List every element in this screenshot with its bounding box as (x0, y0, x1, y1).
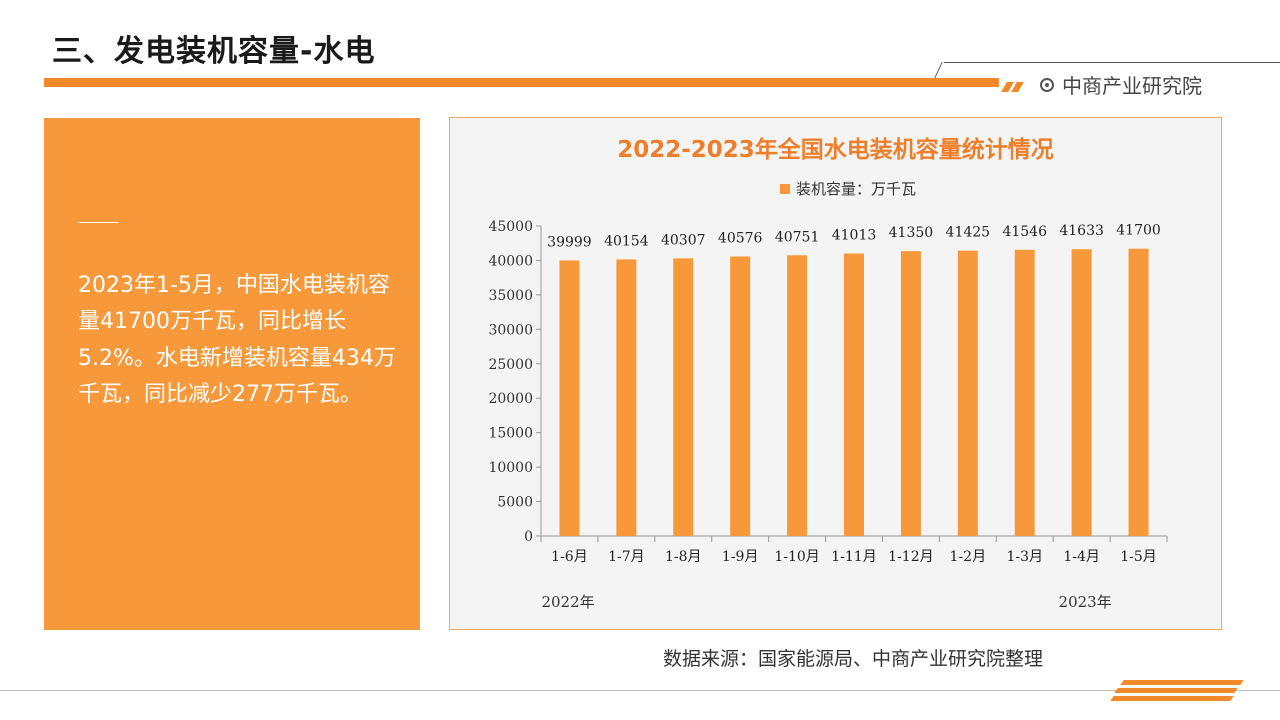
summary-divider (78, 222, 118, 223)
data-source: 数据来源：国家能源局、中商产业研究院整理 (663, 648, 1044, 670)
bar (787, 255, 808, 537)
bar (900, 251, 921, 536)
x-tick-label: 1-11月 (831, 549, 876, 565)
x-tick-label: 1-9月 (722, 549, 759, 565)
y-tick-label: 25000 (488, 357, 533, 373)
y-tick-label: 10000 (488, 460, 533, 476)
x-tick-label: 1-5月 (1120, 549, 1157, 565)
header-accent-bar (44, 78, 999, 87)
chart-panel: 2022-2023年全国水电装机容量统计情况 装机容量：万千瓦 0 5000 100… (449, 117, 1222, 630)
header-thin-line (944, 62, 1280, 63)
summary-text: 2023年1-5月，中国水电装机容量41700万千瓦，同比增长5.2%。水电新增… (78, 273, 396, 407)
x-group-label: 2022年 (541, 593, 595, 611)
x-tick-label: 1-3月 (1006, 549, 1043, 565)
x-tick-label: 1-6月 (551, 549, 588, 565)
brand: 中商产业研究院 (1040, 70, 1202, 99)
y-tick-label: 5000 (497, 495, 533, 511)
bar (1071, 249, 1092, 536)
footer-stripes (1110, 680, 1244, 704)
y-tick-label: 45000 (488, 219, 533, 235)
legend-label: 装机容量：万千瓦 (796, 180, 917, 198)
y-tick-label: 20000 (488, 391, 533, 407)
data-label: 41350 (889, 225, 934, 241)
data-label: 39999 (547, 234, 592, 250)
header-slant-line (934, 62, 943, 78)
bar (730, 256, 751, 536)
data-label: 40307 (661, 232, 706, 248)
data-label: 41546 (1002, 224, 1047, 240)
data-label: 41700 (1116, 223, 1161, 239)
y-tick-label: 40000 (488, 253, 533, 269)
data-label: 40751 (775, 229, 820, 245)
x-tick-label: 1-4月 (1063, 549, 1100, 565)
brand-logo-icon (1040, 77, 1054, 92)
data-label: 41633 (1059, 223, 1104, 239)
x-tick-label: 1-8月 (665, 549, 702, 565)
legend-swatch (780, 183, 790, 194)
data-label: 40576 (718, 230, 763, 246)
y-tick-label: 0 (524, 529, 533, 545)
data-label: 40154 (604, 233, 649, 249)
summary-panel: 2023年1-5月，中国水电装机容量41700万千瓦，同比增长5.2%。水电新增… (44, 118, 420, 630)
bar-chart: 0 5000 10000 15000 20000 25000 30000 35000 40000… (488, 219, 1168, 565)
y-tick-label: 35000 (488, 288, 533, 304)
data-label: 41425 (946, 225, 991, 241)
brand-name: 中商产业研究院 (1062, 74, 1202, 98)
y-tick-label: 15000 (488, 426, 533, 442)
bar (559, 260, 580, 536)
y-tick-label: 30000 (488, 322, 533, 338)
data-label: 41013 (832, 227, 877, 243)
bar (957, 250, 978, 536)
x-group-label: 2023年 (1058, 593, 1112, 611)
x-tick-label: 1-10月 (774, 549, 819, 565)
x-tick-label: 1-12月 (888, 549, 933, 565)
bar (616, 259, 637, 536)
bar (1014, 249, 1035, 536)
bar (844, 253, 864, 536)
x-tick-label: 1-2月 (950, 549, 987, 565)
x-tick-label: 1-7月 (608, 549, 645, 565)
page-title: 三、发电装机容量-水电 (52, 34, 376, 69)
bar (673, 258, 694, 536)
chart-title: 2022-2023年全国水电装机容量统计情况 (617, 137, 1054, 163)
header-stripes (1001, 77, 1024, 96)
chart-legend: 装机容量：万千瓦 (780, 178, 916, 199)
footer-line (0, 690, 1280, 691)
bar (1128, 248, 1149, 536)
